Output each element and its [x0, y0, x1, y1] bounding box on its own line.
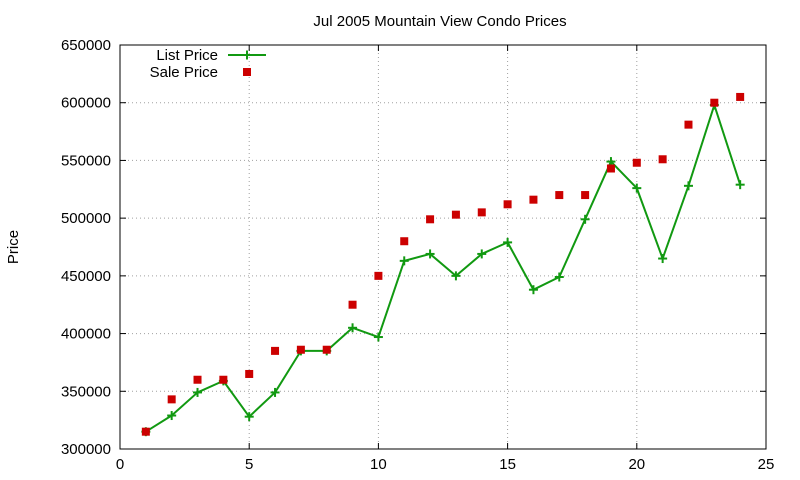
- sale-price-point: [529, 195, 538, 204]
- list-price-point: [658, 254, 668, 264]
- sale-price-point: [632, 158, 641, 167]
- sale-price-point: [400, 237, 409, 246]
- y-tick-label: 350000: [61, 383, 111, 400]
- legend-label: List Price: [156, 47, 218, 64]
- list-price-point: [735, 180, 745, 190]
- legend-label: Sale Price: [150, 64, 218, 81]
- list-price-point: [451, 271, 461, 281]
- legend-plus-marker: [242, 50, 252, 60]
- sale-price-point: [271, 346, 280, 355]
- sale-price-point: [684, 120, 693, 129]
- series-sale-price: [141, 92, 745, 436]
- legend-square-marker: [243, 68, 251, 76]
- sale-price-point: [451, 210, 460, 219]
- sale-price-point: [606, 164, 615, 173]
- sale-price-point: [348, 300, 357, 309]
- y-tick-label: 300000: [61, 441, 111, 458]
- x-tick-label: 0: [116, 456, 124, 473]
- chart-title: Jul 2005 Mountain View Condo Prices: [313, 13, 566, 30]
- list-price-point: [373, 332, 383, 342]
- sale-price-point: [296, 345, 305, 354]
- y-tick-label: 450000: [61, 268, 111, 285]
- list-price-point: [399, 256, 409, 266]
- series-list-price: [141, 100, 745, 437]
- list-price-point: [348, 323, 358, 333]
- list-price-line: [145, 104, 742, 433]
- sale-price-point: [245, 369, 254, 378]
- series-layer: [141, 92, 745, 437]
- y-axis-label: Price: [5, 230, 22, 264]
- axes: [119, 44, 767, 450]
- list-price-point: [193, 387, 203, 397]
- sale-price-point: [167, 395, 176, 404]
- list-price-point: [683, 181, 693, 191]
- sale-price-point: [219, 375, 228, 384]
- y-tick-label: 550000: [61, 152, 111, 169]
- sale-price-point: [581, 191, 590, 200]
- list-price-point: [528, 285, 538, 295]
- plot-border: [119, 44, 767, 450]
- tick-labels: 0 5 10 15 20 25 300000 350000 400000 450000 500000…: [61, 37, 774, 473]
- y-tick-label: 650000: [61, 37, 111, 54]
- x-tick-label: 5: [245, 456, 253, 473]
- x-tick-label: 10: [370, 456, 387, 473]
- list-price-point: [270, 387, 280, 397]
- sale-price-point: [477, 208, 486, 217]
- list-price-point: [425, 249, 435, 259]
- y-tick-label: 600000: [61, 95, 111, 112]
- y-tick-label: 400000: [61, 326, 111, 343]
- x-tick-label: 15: [499, 456, 516, 473]
- sale-price-point: [374, 271, 383, 280]
- sale-price-point: [322, 345, 331, 354]
- sale-price-point: [555, 191, 564, 200]
- x-tick-label: 25: [758, 456, 775, 473]
- list-price-point: [580, 214, 590, 224]
- sale-price-point: [710, 98, 719, 107]
- list-price-point: [244, 412, 254, 422]
- list-price-point: [554, 272, 564, 282]
- sale-price-point: [503, 200, 512, 209]
- x-tick-label: 20: [628, 456, 645, 473]
- list-price-point: [167, 411, 177, 421]
- list-price-point: [477, 249, 487, 259]
- list-price-point: [503, 237, 513, 247]
- sale-price-point: [141, 427, 150, 436]
- sale-price-point: [736, 92, 745, 101]
- sale-price-point: [193, 375, 202, 384]
- sale-price-point: [658, 155, 667, 164]
- grid-lines: [120, 45, 766, 449]
- list-price-point: [632, 183, 642, 193]
- sale-price-point: [426, 215, 435, 224]
- y-tick-label: 500000: [61, 210, 111, 227]
